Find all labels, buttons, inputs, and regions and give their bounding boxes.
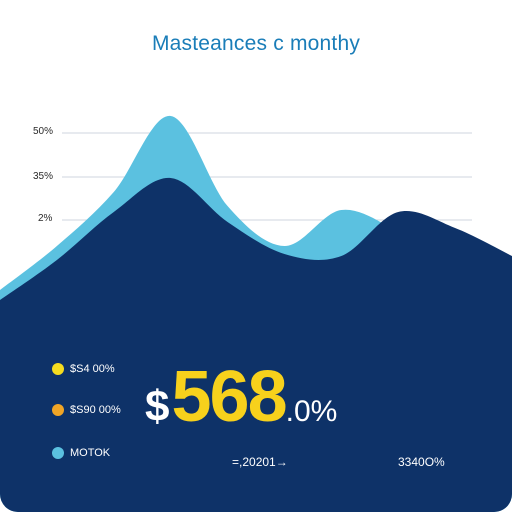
legend-label: $S4 00%	[70, 363, 115, 375]
y-tick-label: 2%	[38, 213, 53, 224]
legend-label: MOTOK	[70, 447, 111, 459]
highlight-currency: $	[145, 382, 170, 431]
series-layer	[0, 115, 512, 512]
legend-dot-icon	[52, 447, 64, 459]
legend-item: MOTOK	[52, 446, 110, 460]
footer-left-label: =,20201→	[232, 455, 288, 469]
highlight-suffix: .0%	[285, 395, 338, 428]
legend-dot-icon	[52, 363, 64, 375]
highlight-value: $ 568 .0%	[145, 356, 337, 438]
series-area-dark	[0, 177, 512, 512]
chart-title: Masteances c monthy	[151, 32, 361, 55]
legend-item: $S4 00%	[52, 362, 115, 376]
footer-right-label: 3340O%	[398, 455, 445, 469]
highlight-number: 568	[171, 357, 287, 437]
legend-label: $S90 00%	[70, 404, 121, 416]
y-tick-label: 35%	[33, 171, 54, 182]
legend-item: $S90 00%	[52, 403, 121, 417]
legend-dot-icon	[52, 404, 64, 416]
y-tick-label: 50%	[33, 126, 54, 137]
